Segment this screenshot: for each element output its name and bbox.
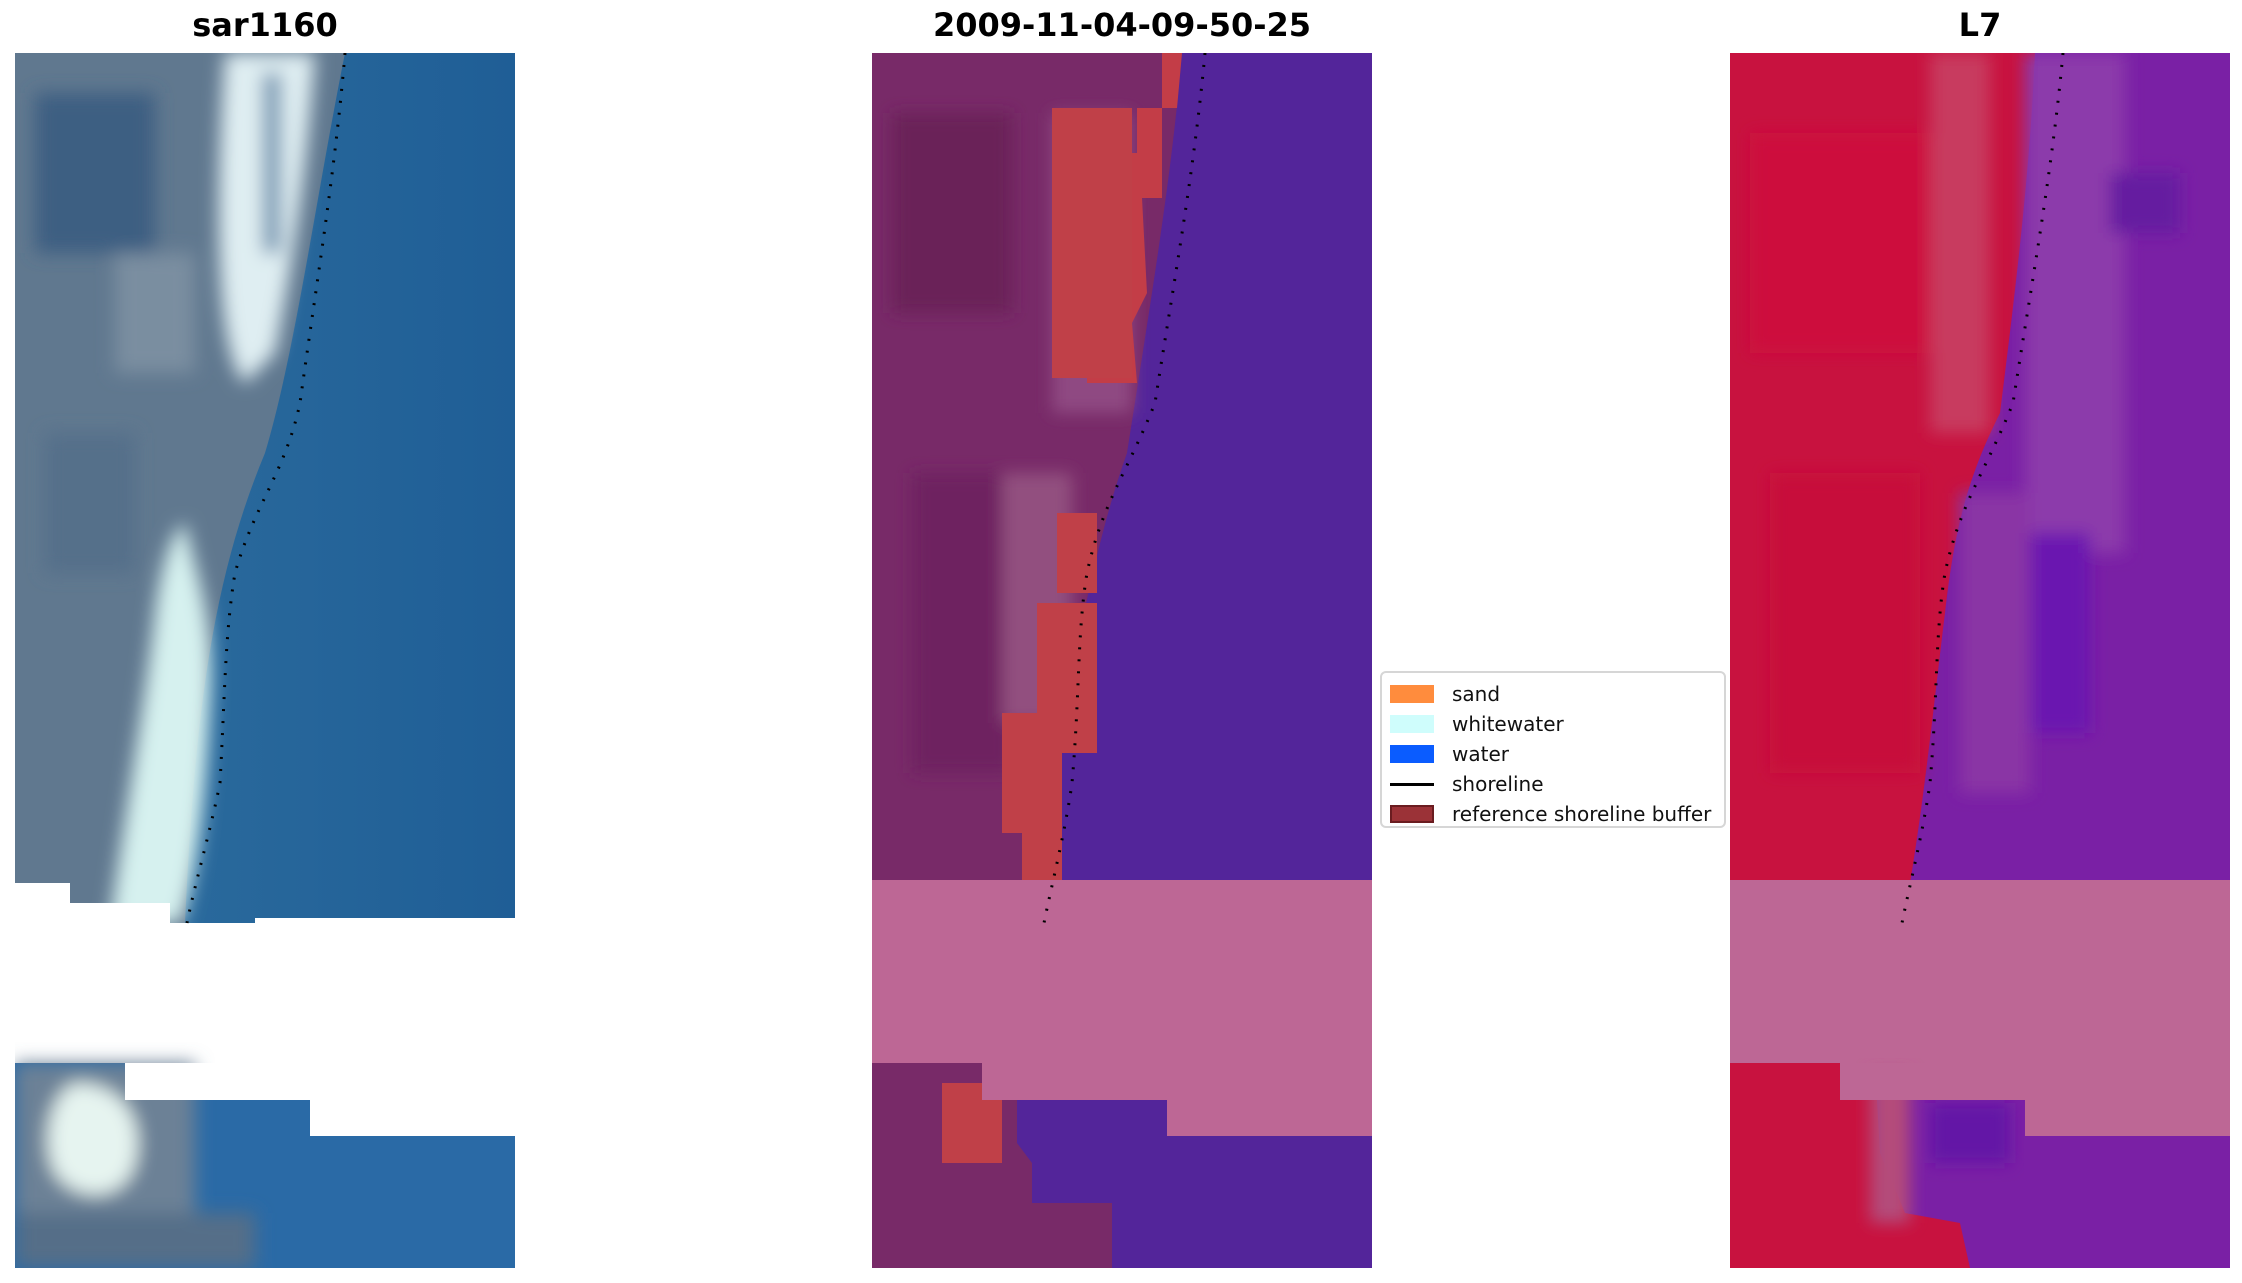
rgb-image [15,53,515,1268]
whitewater-swatch [1390,715,1434,733]
panel-title-2: 2009-11-04-09-50-25 [932,6,1312,44]
legend-item-water: water [1390,739,1716,769]
panel-title-1: sar1160 [192,6,338,44]
water-swatch [1390,745,1434,763]
legend-item-reference-buffer: reference shoreline buffer [1390,799,1716,829]
legend-label-water: water [1452,742,1509,766]
falsecolor-image [1730,53,2230,1268]
legend: sand whitewater water shoreline referenc… [1380,671,1726,828]
sand-swatch [1390,685,1434,703]
legend-item-whitewater: whitewater [1390,709,1716,739]
reference-buffer-swatch [1390,805,1434,823]
legend-label-whitewater: whitewater [1452,712,1564,736]
classified-image [872,53,1372,1268]
legend-item-sand: sand [1390,679,1716,709]
legend-label-reference-buffer: reference shoreline buffer [1452,802,1712,826]
falsecolor-image-panel [1730,53,2230,1268]
legend-item-shoreline: shoreline [1390,769,1716,799]
legend-label-shoreline: shoreline [1452,772,1544,796]
shoreline-line [1390,782,1434,786]
panel-title-3: L7 [1958,6,2002,44]
legend-label-sand: sand [1452,682,1501,706]
rgb-image-panel [15,53,515,1268]
classified-image-panel [872,53,1372,1268]
